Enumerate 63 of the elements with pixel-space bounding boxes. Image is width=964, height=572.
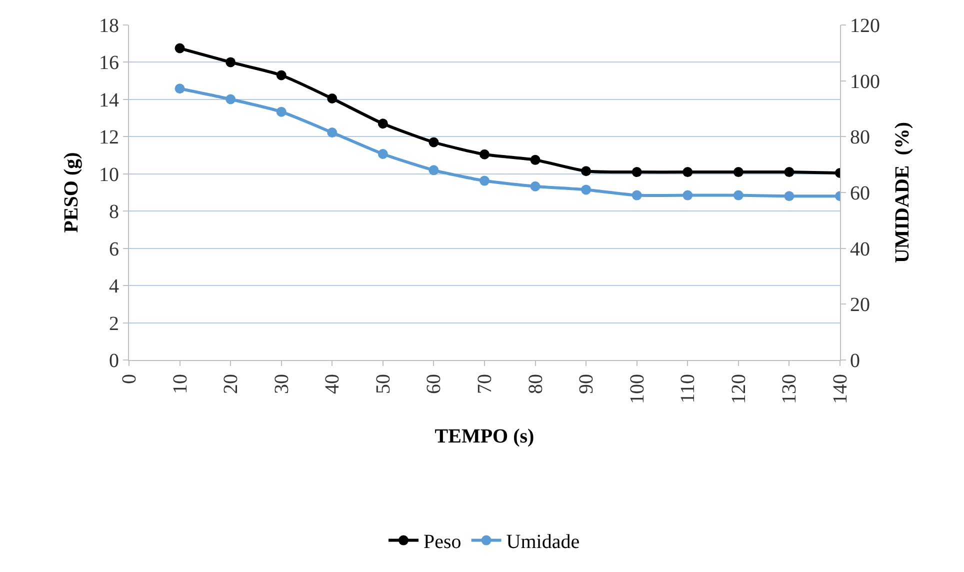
point — [174, 43, 185, 54]
x-tick-label: 20 — [220, 374, 242, 394]
point — [327, 94, 338, 104]
x-tick-label: 30 — [270, 374, 293, 394]
point — [733, 190, 744, 200]
point — [226, 57, 236, 68]
point — [581, 184, 592, 195]
point — [682, 167, 693, 178]
legend-label: Peso — [424, 531, 462, 554]
point — [784, 191, 794, 202]
y-tick-label: 10 — [99, 164, 119, 186]
y-tick-label: 16 — [99, 52, 119, 74]
point — [428, 137, 439, 148]
point — [480, 149, 490, 160]
x-tick-label: 140 — [830, 374, 852, 404]
y-tick-label: 6 — [109, 238, 119, 260]
y2-axis-title: UMIDADE (%) — [892, 122, 914, 264]
y-tick-label: 4 — [109, 276, 119, 298]
x-tick-label: 120 — [728, 374, 750, 404]
x-tick-label: 80 — [524, 374, 547, 394]
point — [530, 154, 540, 165]
point — [784, 167, 794, 178]
y2-tick-label: 120 — [850, 15, 880, 37]
x-tick-label: 110 — [677, 374, 700, 404]
y2-tick-label: 100 — [850, 70, 880, 93]
x-tick-label: 60 — [423, 374, 446, 394]
point — [276, 106, 286, 117]
point — [632, 190, 642, 200]
y2-tick-label: 40 — [850, 238, 870, 260]
y-tick-label: 2 — [109, 312, 119, 335]
point — [733, 167, 744, 178]
y2-tick-label: 20 — [850, 294, 870, 316]
point — [378, 148, 388, 159]
x-tick-label: 0 — [118, 374, 140, 384]
y-tick-label: 0 — [109, 350, 119, 372]
y2-tick-label: 80 — [850, 126, 870, 149]
x-tick-label: 130 — [778, 374, 801, 404]
y2-tick-label: 0 — [850, 350, 860, 372]
x-tick-label: 10 — [169, 374, 192, 394]
x-tick-label: 100 — [626, 374, 648, 404]
point — [581, 166, 592, 176]
point — [682, 190, 693, 200]
point — [327, 127, 338, 138]
point — [530, 181, 540, 192]
y2-tick-label: 60 — [850, 182, 870, 204]
legend-label: Umidade — [506, 531, 580, 554]
point — [378, 118, 388, 129]
point — [480, 176, 490, 186]
y-tick-label: 18 — [99, 15, 119, 37]
y-tick-label: 14 — [99, 89, 119, 112]
point — [174, 84, 185, 94]
x-tick-label: 50 — [372, 374, 394, 394]
x-tick-label: 70 — [474, 374, 496, 394]
x-tick-label: 40 — [322, 374, 344, 394]
y-tick-label: 12 — [99, 126, 119, 149]
x-axis-title: TEMPO (s) — [434, 426, 534, 448]
point — [632, 167, 642, 178]
point — [276, 70, 286, 80]
point — [428, 165, 439, 176]
y-tick-label: 8 — [109, 201, 119, 224]
point — [226, 94, 236, 104]
x-tick-label: 90 — [576, 374, 598, 394]
y-axis-title: PESO (g) — [60, 152, 82, 233]
